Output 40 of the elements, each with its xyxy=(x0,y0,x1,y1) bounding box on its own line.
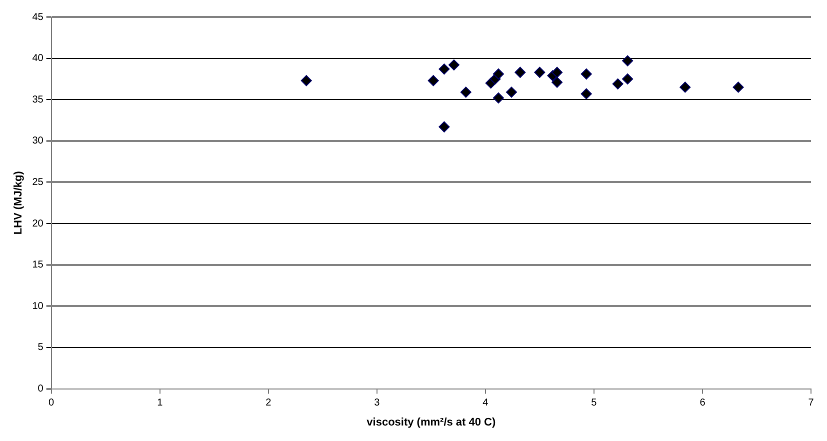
y-tick-label: 10 xyxy=(32,300,44,312)
y-tick-label: 0 xyxy=(38,384,44,395)
x-tick-label: 7 xyxy=(808,398,814,409)
point xyxy=(438,64,450,75)
y-tick-label: 5 xyxy=(38,342,44,354)
y-axis-title: LHV (MJ/kg) xyxy=(12,170,25,235)
x-axis-title: viscosity (mm²/s at 40 C) xyxy=(366,416,496,428)
y-tick-label: 25 xyxy=(32,176,44,188)
point xyxy=(622,55,634,66)
x-tick-label: 1 xyxy=(157,398,164,409)
x-tick-label: 4 xyxy=(482,398,489,409)
point xyxy=(552,76,563,88)
point xyxy=(622,73,634,84)
x-tick-label: 5 xyxy=(591,398,598,409)
y-tick-label: 40 xyxy=(32,53,44,64)
x-tick-label: 2 xyxy=(266,398,272,409)
point xyxy=(732,82,744,93)
x-tick-label: 3 xyxy=(374,398,380,409)
point xyxy=(460,86,472,98)
point xyxy=(580,68,592,80)
point xyxy=(428,75,439,86)
point xyxy=(506,86,517,98)
point xyxy=(552,66,563,78)
y-tick-label: 30 xyxy=(32,136,44,147)
x-tick-label: 0 xyxy=(48,398,55,409)
point xyxy=(300,75,312,86)
point xyxy=(680,82,691,93)
y-tick-label: 15 xyxy=(32,260,44,271)
point xyxy=(438,121,450,132)
point xyxy=(514,66,526,78)
point xyxy=(534,66,546,78)
y-tick-label: 45 xyxy=(32,12,44,23)
y-tick-label: 35 xyxy=(32,94,44,106)
point xyxy=(492,92,504,104)
point xyxy=(612,78,624,90)
x-tick-label: 6 xyxy=(700,398,706,409)
y-tick-label: 20 xyxy=(32,218,44,230)
point xyxy=(492,68,504,80)
point xyxy=(580,88,592,100)
point xyxy=(448,59,460,70)
